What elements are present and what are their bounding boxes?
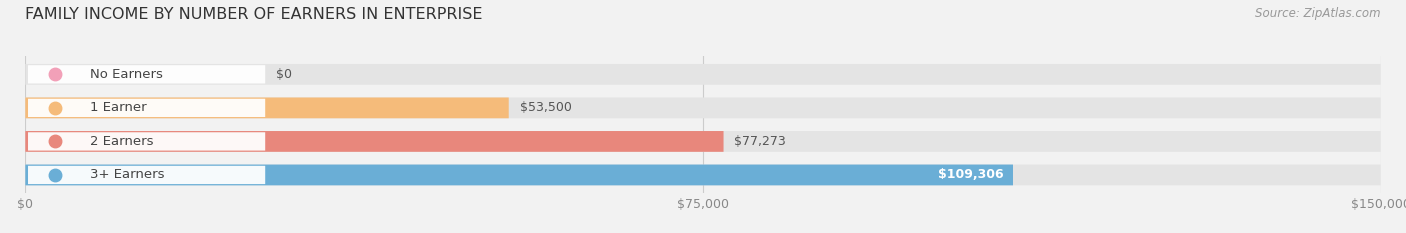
Text: 3+ Earners: 3+ Earners <box>90 168 165 182</box>
FancyBboxPatch shape <box>25 131 1381 152</box>
Text: $0: $0 <box>276 68 292 81</box>
FancyBboxPatch shape <box>25 164 1381 185</box>
FancyBboxPatch shape <box>25 64 1381 85</box>
FancyBboxPatch shape <box>28 166 266 184</box>
Text: $109,306: $109,306 <box>938 168 1004 182</box>
Text: 1 Earner: 1 Earner <box>90 101 148 114</box>
Text: $53,500: $53,500 <box>520 101 571 114</box>
FancyBboxPatch shape <box>25 164 1012 185</box>
Text: 2 Earners: 2 Earners <box>90 135 153 148</box>
FancyBboxPatch shape <box>28 65 266 83</box>
FancyBboxPatch shape <box>28 132 266 151</box>
Text: No Earners: No Earners <box>90 68 163 81</box>
Text: FAMILY INCOME BY NUMBER OF EARNERS IN ENTERPRISE: FAMILY INCOME BY NUMBER OF EARNERS IN EN… <box>25 7 482 22</box>
Text: $77,273: $77,273 <box>734 135 786 148</box>
Text: Source: ZipAtlas.com: Source: ZipAtlas.com <box>1256 7 1381 20</box>
FancyBboxPatch shape <box>25 97 509 118</box>
FancyBboxPatch shape <box>25 97 1381 118</box>
FancyBboxPatch shape <box>28 99 266 117</box>
FancyBboxPatch shape <box>25 131 724 152</box>
